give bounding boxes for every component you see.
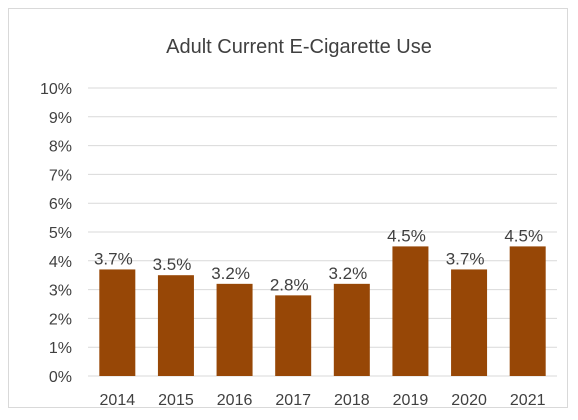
- bar-2014: [99, 269, 136, 376]
- x-tick-label-2015: 2015: [158, 392, 194, 409]
- bar-2017: [275, 295, 312, 376]
- y-tick-label: 1%: [49, 340, 72, 357]
- y-tick-label: 3%: [49, 283, 72, 300]
- x-axis-tick-labels: 2014 2015 2016 2017 2018 2019 2020 2021: [100, 392, 546, 409]
- x-tick-label-2020: 2020: [451, 392, 487, 409]
- y-tick-label: 0%: [49, 369, 72, 386]
- y-tick-label: 2%: [49, 311, 72, 328]
- x-tick-label-2019: 2019: [393, 392, 429, 409]
- data-label-2015: 3.5%: [153, 255, 192, 274]
- data-label-2016: 3.2%: [211, 264, 250, 283]
- y-tick-label: 7%: [49, 167, 72, 184]
- y-tick-label: 8%: [49, 139, 72, 156]
- x-tick-label-2021: 2021: [510, 392, 546, 409]
- data-label-2020: 3.7%: [446, 249, 485, 268]
- data-label-2019: 4.5%: [387, 226, 426, 245]
- x-tick-label-2018: 2018: [334, 392, 370, 409]
- data-label-2018: 3.2%: [328, 264, 367, 283]
- x-tick-label-2017: 2017: [275, 392, 311, 409]
- y-tick-label: 9%: [49, 110, 72, 127]
- bar-2021: [509, 246, 546, 376]
- y-tick-label: 5%: [49, 225, 72, 242]
- data-label-2014: 3.7%: [94, 249, 133, 268]
- y-tick-label: 6%: [49, 196, 72, 213]
- bar-2018: [333, 283, 370, 376]
- data-labels: 3.7% 3.5% 3.2% 2.8% 3.2% 4.5% 3.7% 4.5%: [94, 226, 543, 294]
- bar-2020: [451, 269, 488, 376]
- y-tick-label: 4%: [49, 254, 72, 271]
- bar-2015: [157, 275, 194, 376]
- bars: [99, 246, 546, 376]
- data-label-2017: 2.8%: [270, 275, 309, 294]
- data-label-2021: 4.5%: [504, 226, 543, 245]
- y-axis-tick-labels: 0% 1% 2% 3% 4% 5% 6% 7% 8% 9% 10%: [40, 81, 72, 386]
- bar-2016: [216, 283, 253, 376]
- bar-2019: [392, 246, 429, 376]
- y-tick-label: 10%: [40, 81, 72, 98]
- chart-title: Adult Current E-Cigarette Use: [166, 36, 432, 58]
- x-tick-label-2014: 2014: [100, 392, 136, 409]
- x-tick-label-2016: 2016: [217, 392, 253, 409]
